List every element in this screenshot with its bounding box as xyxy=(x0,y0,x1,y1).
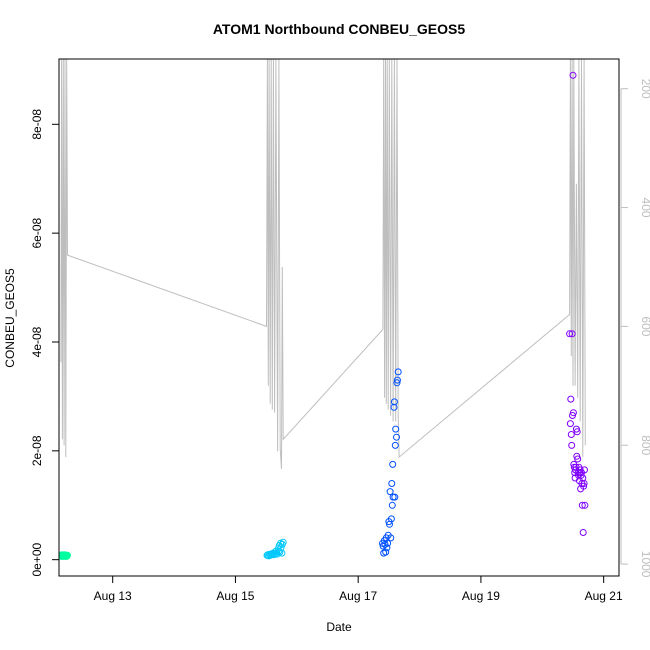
right-tick-label: 800 xyxy=(639,435,650,455)
data-point-series-4 xyxy=(578,501,586,509)
data-point-series-3 xyxy=(393,376,401,384)
plot-frame xyxy=(58,58,620,577)
x-tick-label: Aug 13 xyxy=(94,589,132,603)
scatter-layer xyxy=(59,71,589,560)
data-point-series-3 xyxy=(388,501,396,509)
data-point-series-4 xyxy=(574,455,582,463)
data-point-series-4 xyxy=(581,501,589,509)
x-tick-label: Aug 19 xyxy=(462,589,500,603)
data-point-series-3 xyxy=(382,548,390,556)
data-point-series-4 xyxy=(566,330,574,338)
right-tick-label: 1000 xyxy=(639,551,650,578)
altitude-series-line xyxy=(60,59,586,470)
data-point-series-3 xyxy=(394,368,402,376)
data-point-series-3 xyxy=(384,539,392,547)
right-tick-label: 200 xyxy=(639,79,650,99)
data-point-series-4 xyxy=(568,330,576,338)
data-point-series-3 xyxy=(393,433,400,441)
y-tick-label: 6e-08 xyxy=(30,217,44,248)
x-axis-label: Date xyxy=(326,620,352,634)
data-point-series-4 xyxy=(580,482,588,490)
data-point-series-3 xyxy=(388,480,396,487)
y-tick-label: 2e-08 xyxy=(30,435,44,466)
y-tick-label: 0e+00 xyxy=(30,542,44,576)
y-tick-label: 4e-08 xyxy=(30,326,44,357)
data-point-series-3 xyxy=(392,425,400,433)
data-point-series-3 xyxy=(389,460,397,468)
y-axis: 0e+00 2e-08 4e-08 6e-08 8e-08 xyxy=(30,109,59,577)
x-tick-label: Aug 17 xyxy=(339,589,377,603)
right-axis: 200 400 600 800 1000 xyxy=(620,79,650,578)
data-point-series-3 xyxy=(386,488,394,496)
y-tick-label: 8e-08 xyxy=(30,109,44,140)
data-point-series-4 xyxy=(580,480,588,487)
data-point-series-4 xyxy=(573,428,581,436)
data-point-series-4 xyxy=(569,71,577,79)
data-point-series-3 xyxy=(390,398,398,406)
data-point-series-2 xyxy=(278,549,286,557)
data-point-series-4 xyxy=(567,395,575,403)
x-axis: Aug 13 Aug 15 Aug 17 Aug 19 Aug 21 xyxy=(94,576,623,603)
data-point-series-2 xyxy=(279,538,287,546)
data-point-series-3 xyxy=(391,441,399,449)
chart-title: ATOM1 Northbound CONBEU_GEOS5 xyxy=(213,21,465,37)
data-point-series-3 xyxy=(393,379,401,387)
right-tick-label: 600 xyxy=(639,316,650,336)
data-point-series-1 xyxy=(64,551,71,559)
x-tick-label: Aug 21 xyxy=(585,589,623,603)
data-point-series-4 xyxy=(579,529,587,536)
data-point-series-3 xyxy=(387,515,395,523)
data-point-series-4 xyxy=(566,420,574,428)
data-point-series-4 xyxy=(567,431,575,438)
y-axis-label: CONBEU_GEOS5 xyxy=(3,268,17,368)
altitude-line-layer xyxy=(60,59,586,470)
data-point-series-3 xyxy=(383,544,391,552)
data-point-series-4 xyxy=(581,466,588,474)
data-point-series-3 xyxy=(390,403,398,411)
right-tick-label: 400 xyxy=(639,198,650,218)
x-tick-label: Aug 15 xyxy=(216,589,254,603)
data-point-series-4 xyxy=(568,441,576,449)
data-point-series-4 xyxy=(569,409,577,417)
data-point-series-3 xyxy=(387,534,395,542)
data-point-series-3 xyxy=(391,493,399,501)
